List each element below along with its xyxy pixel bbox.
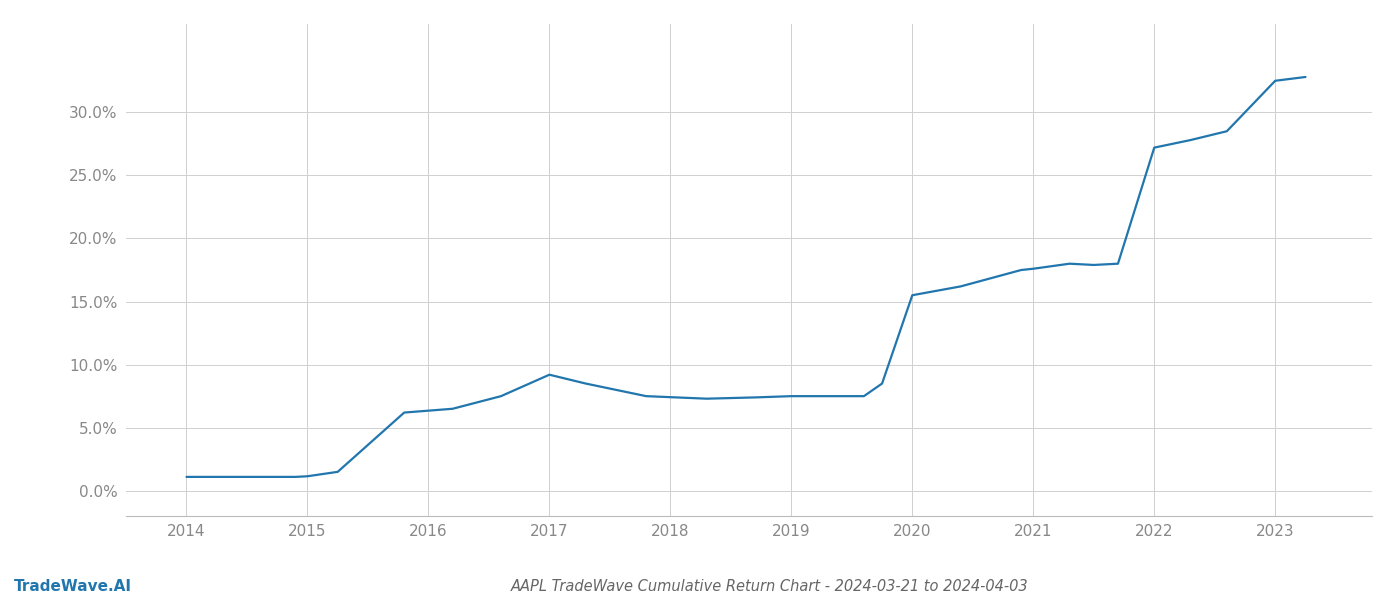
Text: TradeWave.AI: TradeWave.AI xyxy=(14,579,132,594)
Text: AAPL TradeWave Cumulative Return Chart - 2024-03-21 to 2024-04-03: AAPL TradeWave Cumulative Return Chart -… xyxy=(511,579,1029,594)
